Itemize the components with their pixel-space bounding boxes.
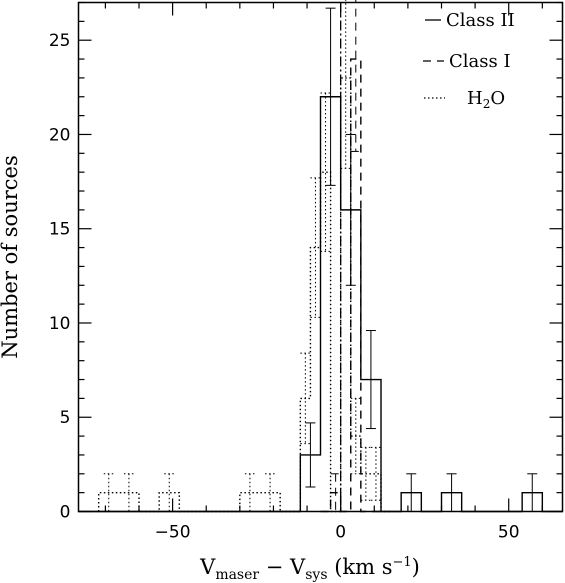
legend-label-h2o-sub: 2 — [483, 97, 491, 111]
series-h2o — [97, 0, 392, 513]
series-class-ii — [78, 7, 563, 513]
y-tick-label: 0 — [60, 503, 71, 523]
y-tick-label: 10 — [49, 314, 71, 334]
error-bar-h2o — [310, 177, 321, 318]
axis-ticks: −50 0 50 0 5 10 15 20 25 — [49, 1, 563, 543]
x-tick-label: −50 — [155, 523, 191, 543]
error-bar-h2o — [320, 92, 331, 252]
error-bar-h2o — [370, 446, 381, 501]
legend-label-h2o-main: H — [467, 88, 483, 109]
legend-label-class-ii: Class II — [446, 10, 515, 31]
series-class-i — [320, 0, 381, 513]
histogram-outline-class-ii — [78, 96, 563, 513]
legend-label-h2o: H2O — [467, 88, 505, 111]
error-bar-h2o — [350, 397, 361, 475]
y-tick-label: 25 — [49, 31, 71, 51]
error-bar-h2o — [300, 352, 311, 445]
plot-frame — [77, 1, 564, 513]
x-tick-label: 50 — [498, 523, 520, 543]
error-bar-h2o — [360, 446, 371, 501]
legend: Class II Class I H2O — [423, 10, 515, 111]
y-tick-label: 5 — [60, 408, 71, 428]
y-tick-label: 20 — [49, 125, 71, 145]
y-tick-label: 15 — [49, 220, 71, 240]
plot-area — [78, 0, 563, 513]
error-bar-class-ii — [325, 7, 336, 186]
x-axis-label-sub-sys: sys — [305, 567, 327, 583]
error-bar-h2o — [340, 0, 351, 169]
legend-label-class-i: Class I — [449, 51, 511, 72]
x-axis-label-exponent: −1 — [392, 555, 411, 570]
x-axis-label-minus-v: − V — [259, 555, 306, 579]
x-axis-label-unit: (km s — [328, 555, 393, 579]
legend-label-h2o-tail: O — [490, 88, 505, 109]
error-bar-class-ii — [305, 422, 316, 488]
x-tick-label: 0 — [335, 523, 346, 543]
y-axis-label: Number of sources — [0, 155, 22, 358]
x-axis-label: Vmaser − Vsys (km s−1) — [199, 555, 420, 583]
x-axis-label-v: V — [199, 555, 216, 579]
x-axis-label-sub-maser: maser — [215, 567, 259, 583]
histogram-outline-h2o — [97, 77, 392, 513]
error-bar-class-i — [350, 0, 361, 152]
x-axis-label-close: ) — [412, 555, 420, 579]
error-bar-class-ii — [365, 330, 376, 430]
